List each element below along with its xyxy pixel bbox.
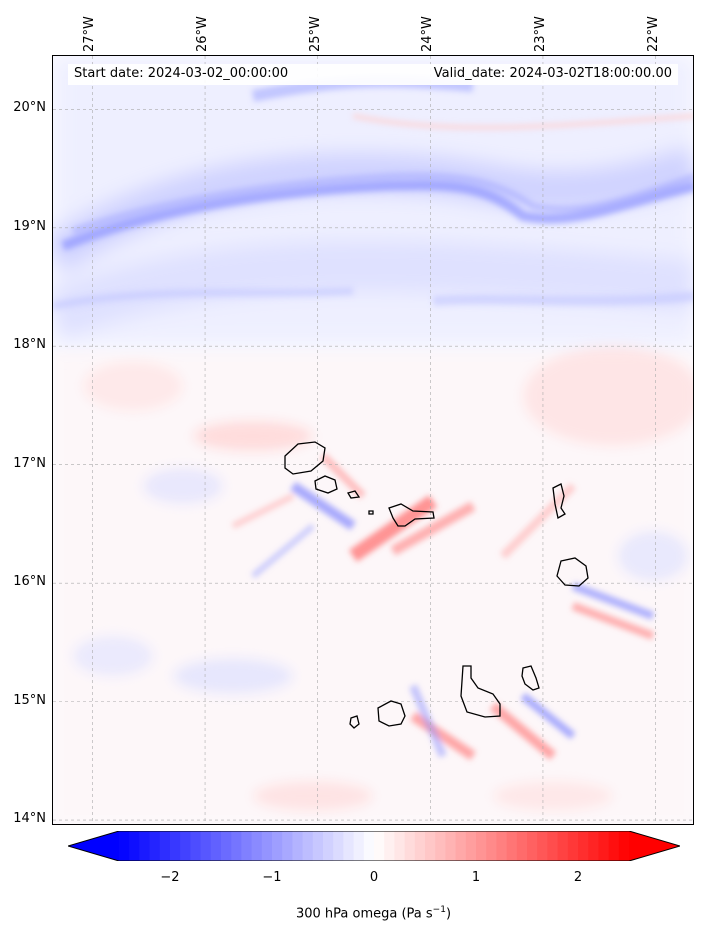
colorbar-cell — [527, 831, 538, 861]
colorbar-cell — [221, 831, 232, 861]
map-gridlines — [53, 56, 693, 824]
colorbar-cell — [425, 831, 436, 861]
colorbar-cell — [618, 831, 630, 861]
colorbar-cell — [343, 831, 355, 861]
colorbar — [68, 831, 680, 861]
colorbar-cell — [476, 831, 487, 861]
colorbar-cell — [455, 831, 467, 861]
colorbar-tick-label: 0 — [369, 870, 379, 885]
latitude-label: 20°N — [13, 100, 46, 116]
latitude-label: 19°N — [13, 218, 46, 234]
island-sao-vicente — [314, 475, 338, 494]
colorbar-cell — [200, 831, 212, 861]
colorbar-cell — [210, 831, 222, 861]
colorbar-cell — [404, 831, 416, 861]
latitude-label: 16°N — [13, 574, 46, 590]
start-date-text: Start date: 2024-03-02_00:00:00 — [74, 66, 289, 81]
longitude-label: 22°W — [645, 16, 661, 52]
island-sao-nicolau-islet — [368, 510, 374, 515]
colorbar-cell — [353, 831, 365, 861]
colorbar-tick-label: −2 — [160, 870, 180, 885]
colorbar-extend-low — [68, 831, 119, 861]
latitude-label: 14°N — [13, 811, 46, 827]
colorbar-cell — [272, 831, 283, 861]
colorbar-cell — [414, 831, 426, 861]
colorbar-cell — [129, 831, 140, 861]
omega-field-map — [53, 56, 693, 824]
colorbar-cell — [312, 831, 324, 861]
longitude-label: 23°W — [532, 16, 548, 52]
island-sal — [552, 483, 566, 520]
colorbar-cell — [445, 831, 457, 861]
colorbar-cell — [506, 831, 518, 861]
island-santa-luzia — [347, 490, 361, 499]
colorbar-title-unit: −1 — [432, 905, 446, 915]
colorbar-cell — [282, 831, 293, 861]
colorbar-cell — [547, 831, 559, 861]
colorbar-cell — [516, 831, 528, 861]
colorbar-cell — [394, 831, 406, 861]
info-box: Start date: 2024-03-02_00:00:00 Valid_da… — [68, 64, 678, 85]
colorbar-cell — [557, 831, 569, 861]
colorbar-cell — [149, 831, 161, 861]
colorbar-title-close: ) — [445, 906, 452, 922]
colorbar-cell — [435, 831, 446, 861]
colorbar-cell — [139, 831, 151, 861]
longitude-label: 24°W — [420, 16, 436, 52]
colorbar-cells — [68, 831, 680, 861]
island-maio — [521, 665, 540, 691]
colorbar-cell — [261, 831, 273, 861]
colorbar-cell — [578, 831, 589, 861]
colorbar-cell — [241, 831, 253, 861]
colorbar-cell — [190, 831, 202, 861]
colorbar-cell — [251, 831, 263, 861]
colorbar-cell — [292, 831, 304, 861]
north-jet-streaks — [53, 75, 693, 310]
colorbar-cell — [567, 831, 579, 861]
colorbar-tick-label: −1 — [262, 870, 282, 885]
colorbar-cell — [159, 831, 171, 861]
latitude-label: 15°N — [13, 692, 46, 708]
colorbar-title-text: 300 hPa omega (Pa s — [295, 906, 433, 922]
latitude-label: 17°N — [13, 455, 46, 471]
colorbar-cell — [588, 831, 599, 861]
colorbar-cell — [486, 831, 497, 861]
colorbar-cell — [231, 831, 242, 861]
colorbar-tick-label: 2 — [573, 870, 583, 885]
colorbar-cell — [465, 831, 477, 861]
colorbar-cell — [608, 831, 620, 861]
island-fogo — [377, 700, 406, 727]
colorbar-extend-high — [629, 831, 680, 861]
colorbar-cell — [363, 831, 375, 861]
island-santiago — [460, 665, 501, 718]
longitude-label: 26°W — [195, 16, 211, 52]
colorbar-cell — [323, 831, 334, 861]
longitude-label: 27°W — [82, 16, 98, 52]
island-boa-vista — [556, 557, 589, 587]
colorbar-cell — [384, 831, 395, 861]
south-noise-field — [53, 346, 693, 824]
colorbar-cell — [119, 831, 130, 861]
colorbar-cell — [333, 831, 344, 861]
island-outlines — [284, 441, 589, 729]
colorbar-cell — [374, 831, 385, 861]
colorbar-cell — [496, 831, 508, 861]
longitude-label: 25°W — [307, 16, 323, 52]
latitude-label: 18°N — [13, 337, 46, 353]
colorbar-cell — [180, 831, 191, 861]
island-sao-nicolau — [388, 503, 435, 527]
colorbar-cell — [598, 831, 610, 861]
colorbar-cell — [170, 831, 181, 861]
map-panel — [52, 55, 694, 825]
valid-date-text: Valid_date: 2024-03-02T18:00:00.00 — [433, 66, 672, 81]
colorbar-cell — [302, 831, 314, 861]
island-brava — [349, 715, 360, 729]
island-santo-antao — [284, 441, 326, 475]
colorbar-cell — [537, 831, 548, 861]
colorbar-title: 300 hPa omega (Pa s−1) — [0, 905, 703, 921]
colorbar-tick-label: 1 — [471, 870, 481, 885]
